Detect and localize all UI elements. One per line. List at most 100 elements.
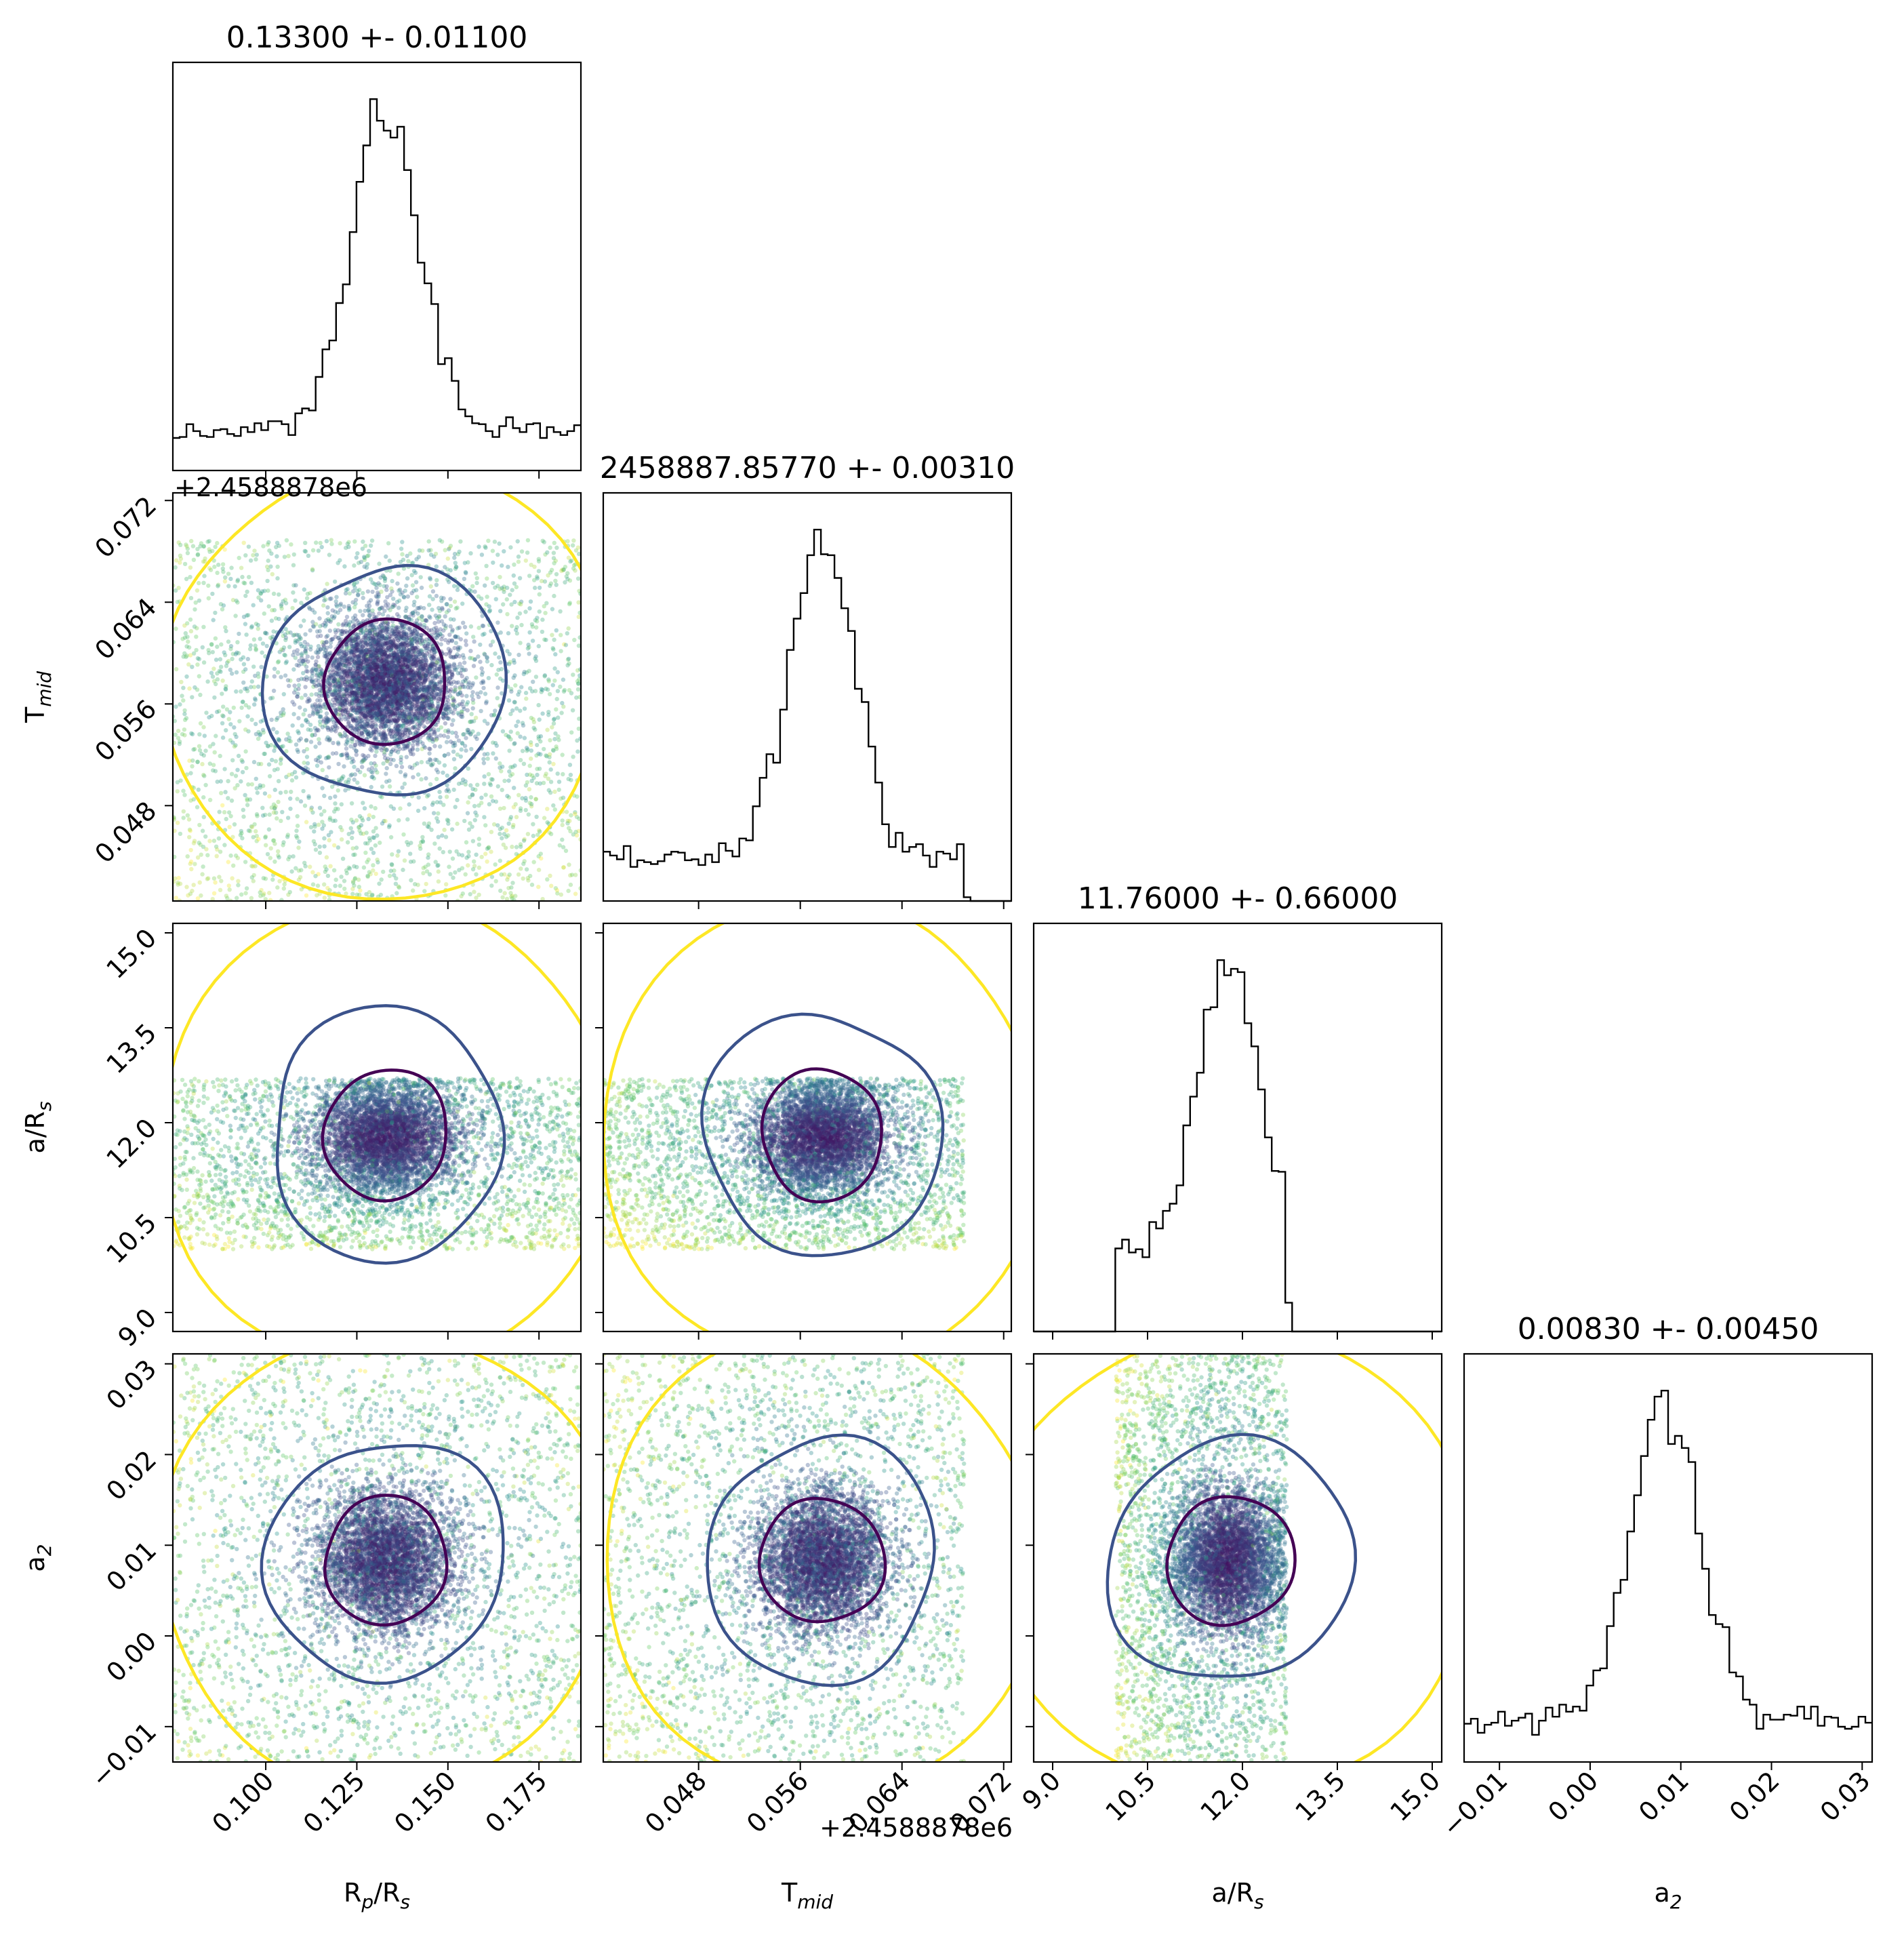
- scatter-point: [507, 769, 512, 774]
- scatter-point: [398, 704, 403, 708]
- scatter-point: [477, 803, 481, 808]
- scatter-point: [231, 863, 236, 868]
- scatter-point: [409, 573, 414, 578]
- scatter-point: [318, 540, 323, 546]
- scatter-point: [448, 654, 453, 659]
- scatter-point: [363, 684, 368, 689]
- scatter-point: [474, 675, 479, 680]
- scatter-point: [405, 840, 409, 845]
- scatter-point: [350, 600, 355, 605]
- scatter-point: [360, 765, 365, 769]
- scatter-point: [349, 678, 355, 683]
- scatter-point: [241, 614, 247, 619]
- scatter-point: [531, 822, 535, 826]
- scatter-point: [185, 546, 190, 551]
- scatter-point: [269, 618, 275, 623]
- scatter-point: [247, 705, 251, 710]
- scatter-point: [397, 818, 401, 823]
- scatter-point: [383, 734, 388, 738]
- scatter-point: [482, 782, 487, 786]
- scatter-point: [408, 852, 413, 856]
- scatter-point: [365, 670, 370, 675]
- scatter-point: [309, 805, 314, 810]
- scatter-point: [243, 553, 248, 558]
- scatter-point: [331, 740, 336, 746]
- scatter-point: [411, 670, 416, 675]
- scatter-point: [320, 826, 325, 831]
- scatter-point: [241, 580, 246, 585]
- scatter-point: [344, 643, 349, 647]
- scatter-point: [304, 755, 310, 759]
- scatter-point: [310, 703, 315, 708]
- scatter-point: [378, 630, 383, 635]
- scatter-point: [365, 689, 370, 694]
- scatter-point: [407, 625, 412, 630]
- scatter-point: [449, 639, 455, 643]
- scatter-point: [344, 746, 349, 751]
- scatter-point: [373, 763, 378, 768]
- scatter-point: [403, 626, 407, 631]
- scatter-point: [260, 641, 266, 646]
- scatter-point: [453, 689, 458, 694]
- scatter-point: [201, 864, 205, 869]
- scatter-point: [318, 624, 323, 628]
- scatter-point: [341, 774, 346, 779]
- scatter-point: [284, 737, 289, 742]
- scatter-point: [574, 814, 580, 820]
- scatter-point: [350, 693, 355, 698]
- scatter-point: [397, 691, 402, 696]
- scatter-point: [342, 886, 347, 892]
- scatter-point: [261, 544, 266, 548]
- scatter-point: [256, 622, 260, 628]
- scatter-point: [372, 679, 378, 683]
- scatter-point: [506, 833, 510, 838]
- scatter-point: [173, 565, 178, 570]
- scatter-point: [207, 761, 212, 766]
- scatter-point: [400, 643, 405, 648]
- scatter-point: [270, 757, 275, 763]
- scatter-point: [357, 708, 362, 714]
- scatter-point: [243, 860, 248, 864]
- scatter-point: [468, 685, 473, 690]
- scatter-point: [410, 747, 415, 753]
- scatter-point: [304, 677, 309, 682]
- scatter-point: [399, 695, 404, 700]
- scatter-point: [207, 744, 213, 749]
- scatter-point: [362, 658, 367, 663]
- scatter-point: [356, 666, 361, 670]
- scatter-point: [426, 539, 431, 544]
- scatter-point: [197, 674, 201, 679]
- scatter-point: [538, 739, 543, 744]
- scatter-point: [422, 622, 427, 628]
- scatter-point: [511, 822, 516, 828]
- scatter-point: [240, 574, 245, 580]
- scatter-point: [567, 763, 573, 767]
- scatter-point: [512, 700, 516, 704]
- scatter-point: [561, 689, 567, 694]
- scatter-point: [367, 628, 372, 634]
- scatter-point: [359, 708, 364, 714]
- scatter-point: [352, 746, 357, 750]
- scatter-point: [290, 605, 295, 611]
- scatter-point: [430, 646, 435, 651]
- scatter-point: [374, 648, 379, 654]
- scatter-point: [417, 660, 422, 664]
- scatter-point: [374, 683, 380, 688]
- scatter-point: [184, 885, 189, 889]
- scatter-point: [262, 751, 266, 757]
- scatter-point: [572, 637, 577, 643]
- scatter-point: [350, 892, 355, 896]
- scatter-point: [365, 674, 370, 679]
- scatter-point: [288, 806, 293, 812]
- scatter-point: [391, 688, 397, 694]
- scatter-point: [322, 882, 327, 887]
- scatter-point: [280, 809, 285, 815]
- scatter-point: [195, 687, 200, 692]
- scatter-point: [373, 805, 378, 811]
- scatter-point: [544, 637, 548, 643]
- scatter-point: [422, 821, 427, 826]
- scatter-point: [550, 683, 555, 687]
- scatter-point: [221, 704, 226, 709]
- scatter-point: [441, 596, 446, 601]
- scatter-point: [427, 683, 432, 688]
